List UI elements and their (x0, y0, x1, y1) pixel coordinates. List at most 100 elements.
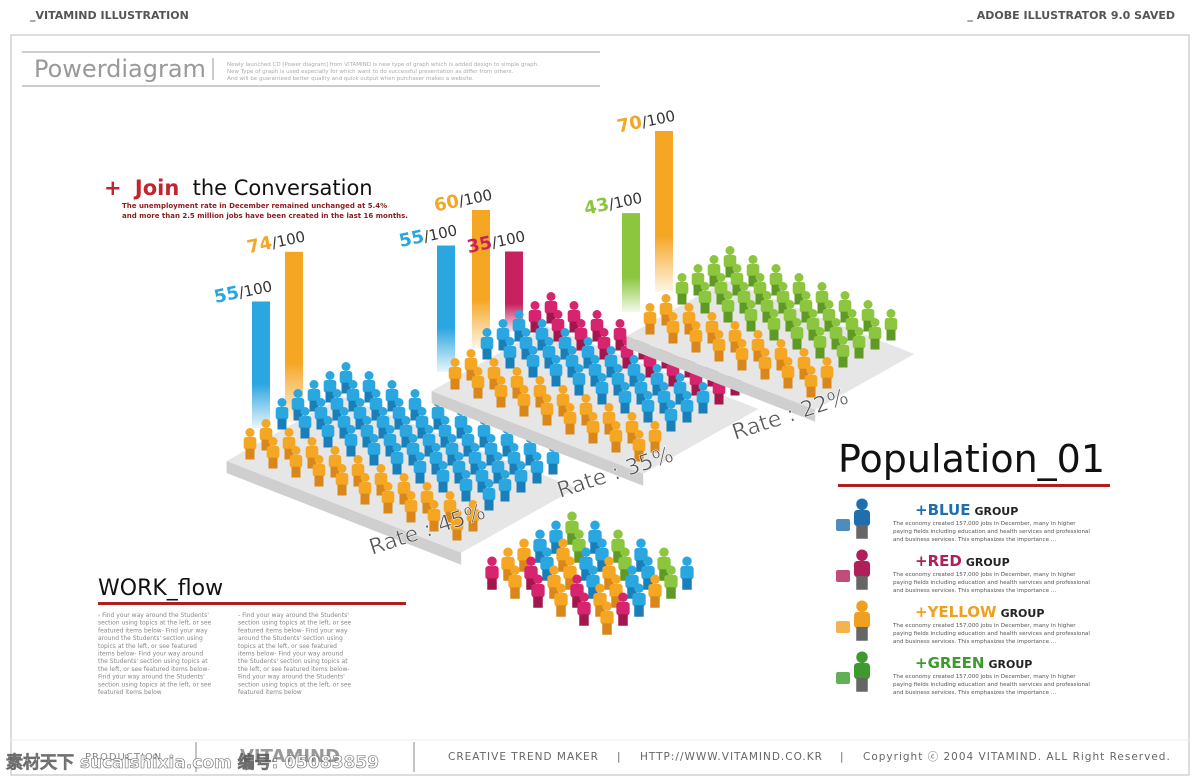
person-head (771, 264, 781, 273)
person-body (471, 376, 485, 389)
person-body (567, 310, 581, 323)
person-body (707, 264, 721, 277)
person (815, 282, 829, 314)
person-body (399, 425, 413, 438)
person-body (353, 407, 367, 420)
person (487, 358, 501, 390)
person (572, 364, 586, 396)
person-body (530, 461, 544, 474)
person-legs (590, 375, 600, 387)
person-head (346, 425, 356, 434)
workflow-line: featured items below- Find your way (238, 627, 348, 634)
person-body (586, 575, 600, 589)
person-body (452, 461, 466, 474)
person-legs (785, 320, 795, 332)
person-body (705, 321, 719, 334)
person (853, 498, 871, 539)
person-head (870, 318, 880, 327)
person-body (404, 500, 418, 513)
person-legs (847, 329, 857, 341)
person-head (700, 282, 710, 291)
person-head (387, 380, 397, 389)
person-legs (454, 472, 464, 484)
person-head (519, 385, 529, 394)
person (680, 556, 694, 590)
person-body (868, 327, 882, 340)
person-body (335, 473, 349, 486)
person (838, 291, 852, 323)
person (243, 428, 257, 460)
platform-edge (226, 461, 462, 565)
person-head (693, 264, 703, 273)
legend-title: +BLUE GROUP (915, 501, 1018, 519)
person-body (549, 364, 563, 377)
person-legs (551, 375, 561, 387)
person-body (337, 416, 351, 429)
person-body (776, 291, 790, 304)
person-legs (401, 436, 411, 448)
person-legs (645, 323, 655, 335)
person-body (579, 403, 593, 416)
person-body (514, 470, 528, 483)
person (799, 291, 813, 323)
person-body (507, 452, 521, 465)
legend-suffix: GROUP (974, 505, 1018, 518)
person-legs (613, 384, 623, 396)
person-body (524, 566, 538, 580)
person (609, 421, 623, 453)
person (673, 373, 687, 405)
person-legs (560, 348, 570, 360)
person-legs (599, 348, 609, 360)
person-legs (652, 384, 662, 396)
workflow-line: - Find your way around the Students' (98, 612, 209, 619)
person-head (574, 364, 584, 373)
person-legs (341, 382, 351, 394)
person-body (443, 500, 457, 513)
person (721, 291, 735, 323)
person-head (514, 310, 524, 319)
person (530, 452, 544, 484)
person-body (531, 584, 545, 598)
person-body (358, 482, 372, 495)
person-legs (588, 432, 598, 444)
person (648, 574, 662, 608)
person (445, 434, 459, 466)
person-legs (604, 578, 614, 590)
person (714, 273, 728, 305)
person-legs (542, 569, 552, 581)
bar-label: 43/100 (582, 187, 644, 220)
person-legs (392, 463, 402, 475)
person-legs (383, 502, 393, 514)
person-head (746, 300, 756, 309)
person-legs (433, 418, 443, 430)
person-legs (546, 312, 556, 324)
person-head (755, 273, 765, 282)
person-body (820, 366, 834, 379)
person-body (728, 330, 742, 343)
person-head (551, 355, 561, 364)
person-body (508, 575, 522, 589)
person-legs (760, 368, 770, 380)
person-head (496, 376, 506, 385)
person-head (493, 452, 503, 461)
headline-body: The unemployment rate in December remain… (122, 202, 387, 210)
platform (626, 280, 915, 410)
legend-name: +YELLOW (915, 603, 997, 621)
person-legs (700, 302, 710, 314)
footer-production: PRODUCTION (85, 752, 162, 763)
bar-fade (472, 210, 490, 348)
workflow-line: topics at the left, or see featured (98, 643, 197, 650)
person-head (530, 301, 540, 310)
person-body (563, 412, 577, 425)
person-head (806, 366, 816, 375)
person (362, 371, 376, 403)
person-legs (682, 411, 692, 423)
person-body (519, 337, 533, 350)
person-body (806, 318, 820, 331)
person-legs (362, 436, 372, 448)
person-head (732, 264, 742, 273)
person (884, 309, 898, 341)
person-head (300, 407, 310, 416)
person (282, 428, 296, 460)
person (353, 398, 367, 430)
